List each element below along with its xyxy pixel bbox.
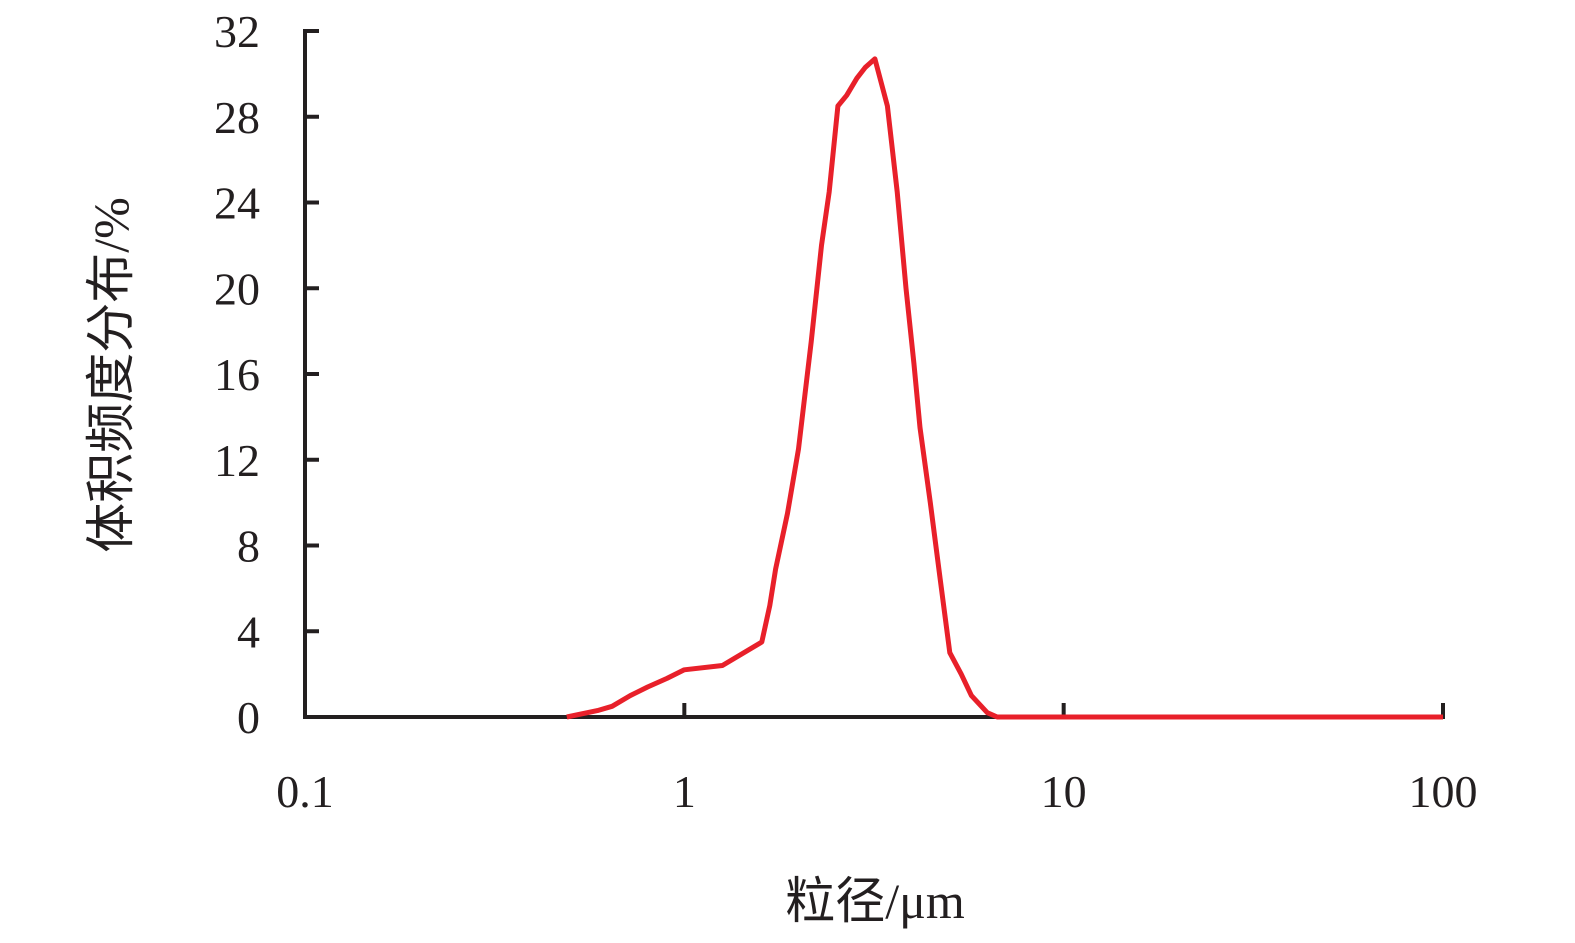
y-tick-label: 8: [237, 521, 260, 572]
y-tick-label: 20: [214, 263, 260, 314]
y-tick-label: 0: [237, 692, 260, 743]
x-tick-label: 1: [673, 766, 696, 817]
x-axis-label: 粒径/μm: [785, 873, 965, 929]
y-tick-label: 4: [237, 606, 260, 657]
y-tick-label: 28: [214, 92, 260, 143]
y-axis-label: 体积频度分布/%: [83, 197, 139, 553]
y-tick-label: 12: [214, 435, 260, 486]
data-line: [566, 56, 1443, 720]
y-tick-label: 24: [214, 178, 260, 229]
x-tick-label: 100: [1409, 766, 1478, 817]
y-tick-label: 32: [214, 6, 260, 57]
x-tick-label: 10: [1041, 766, 1087, 817]
y-tick-label: 16: [214, 349, 260, 400]
x-tick-label: 0.1: [276, 766, 334, 817]
